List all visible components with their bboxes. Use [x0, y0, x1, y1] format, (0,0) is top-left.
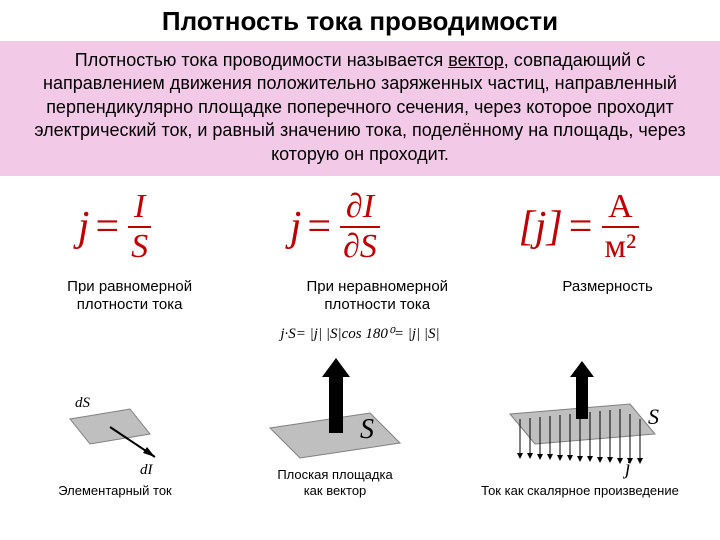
- f3-lhs: [j]: [518, 203, 562, 251]
- definition-box: Плотностью тока проводимости называется …: [0, 41, 720, 176]
- caption-uniform: При равномерной плотности тока: [67, 278, 192, 314]
- def-vector: вектор: [448, 50, 504, 70]
- f1-num: I: [128, 188, 151, 228]
- f1-eq: =: [89, 203, 125, 251]
- dI-label: dI: [140, 462, 154, 478]
- d2-cap: Плоская площадка как вектор: [250, 463, 420, 498]
- c3: Размерность: [562, 278, 652, 296]
- d3-caption: Ток как скалярное произведение: [480, 479, 680, 499]
- dS-label: dS: [75, 395, 91, 411]
- S-label: S: [360, 414, 374, 445]
- d2-l1: Плоская площадка: [250, 467, 420, 483]
- f2-eq: =: [301, 203, 337, 251]
- diagram-scalar-product: S j Ток как скалярное произведение: [480, 359, 680, 499]
- f2-den: ∂S: [337, 228, 383, 266]
- f3-num: А: [602, 188, 639, 228]
- page-title: Плотность тока проводимости: [0, 0, 720, 41]
- formula-dimension: [j] = А м²: [518, 188, 642, 266]
- c1-l1: При равномерной: [67, 278, 192, 296]
- diagram-elementary: dS dI Элементарный ток: [40, 379, 190, 499]
- formula-nonuniform: j = ∂I ∂S: [290, 188, 383, 266]
- f1-lhs: j: [78, 203, 90, 251]
- title-text: Плотность тока проводимости: [162, 6, 558, 36]
- f1-frac: I S: [125, 188, 154, 266]
- f2-frac: ∂I ∂S: [337, 188, 383, 266]
- dot-product-equation: j·S= |j| |S|cos 180⁰= |j| |S|: [0, 320, 720, 347]
- elementary-svg: dS dI: [40, 379, 190, 479]
- dot-eq-text: j·S= |j| |S|cos 180⁰= |j| |S|: [280, 326, 439, 342]
- f2-lhs: j: [290, 203, 302, 251]
- d2-l2: как вектор: [250, 483, 420, 499]
- formula-uniform: j = I S: [78, 188, 154, 266]
- c2-l2: плотности тока: [306, 296, 448, 314]
- def-pre: Плотностью тока проводимости называется: [75, 50, 448, 70]
- f3-frac: А м²: [598, 188, 642, 266]
- diagrams-row: dS dI Элементарный ток S Плоская площадк…: [0, 347, 720, 500]
- j-label: j: [622, 457, 631, 479]
- caption-nonuniform: При неравномерной плотности тока: [306, 278, 448, 314]
- diagram-flat-area: S Плоская площадка как вектор: [250, 353, 420, 498]
- captions-row: При равномерной плотности тока При нерав…: [0, 274, 720, 320]
- formulas-row: j = I S j = ∂I ∂S [j] = А м²: [0, 176, 720, 274]
- f2-num: ∂I: [340, 188, 380, 228]
- flat-area-svg: S: [250, 353, 420, 463]
- f3-den: м²: [598, 228, 642, 266]
- f1-den: S: [125, 228, 154, 266]
- S3-label: S: [648, 404, 659, 429]
- scalar-svg: S j: [480, 359, 680, 479]
- f3-eq: =: [563, 203, 599, 251]
- c2-l1: При неравномерной: [306, 278, 448, 296]
- c1-l2: плотности тока: [67, 296, 192, 314]
- d1-caption: Элементарный ток: [40, 479, 190, 499]
- caption-dimension: Размерность: [562, 278, 652, 314]
